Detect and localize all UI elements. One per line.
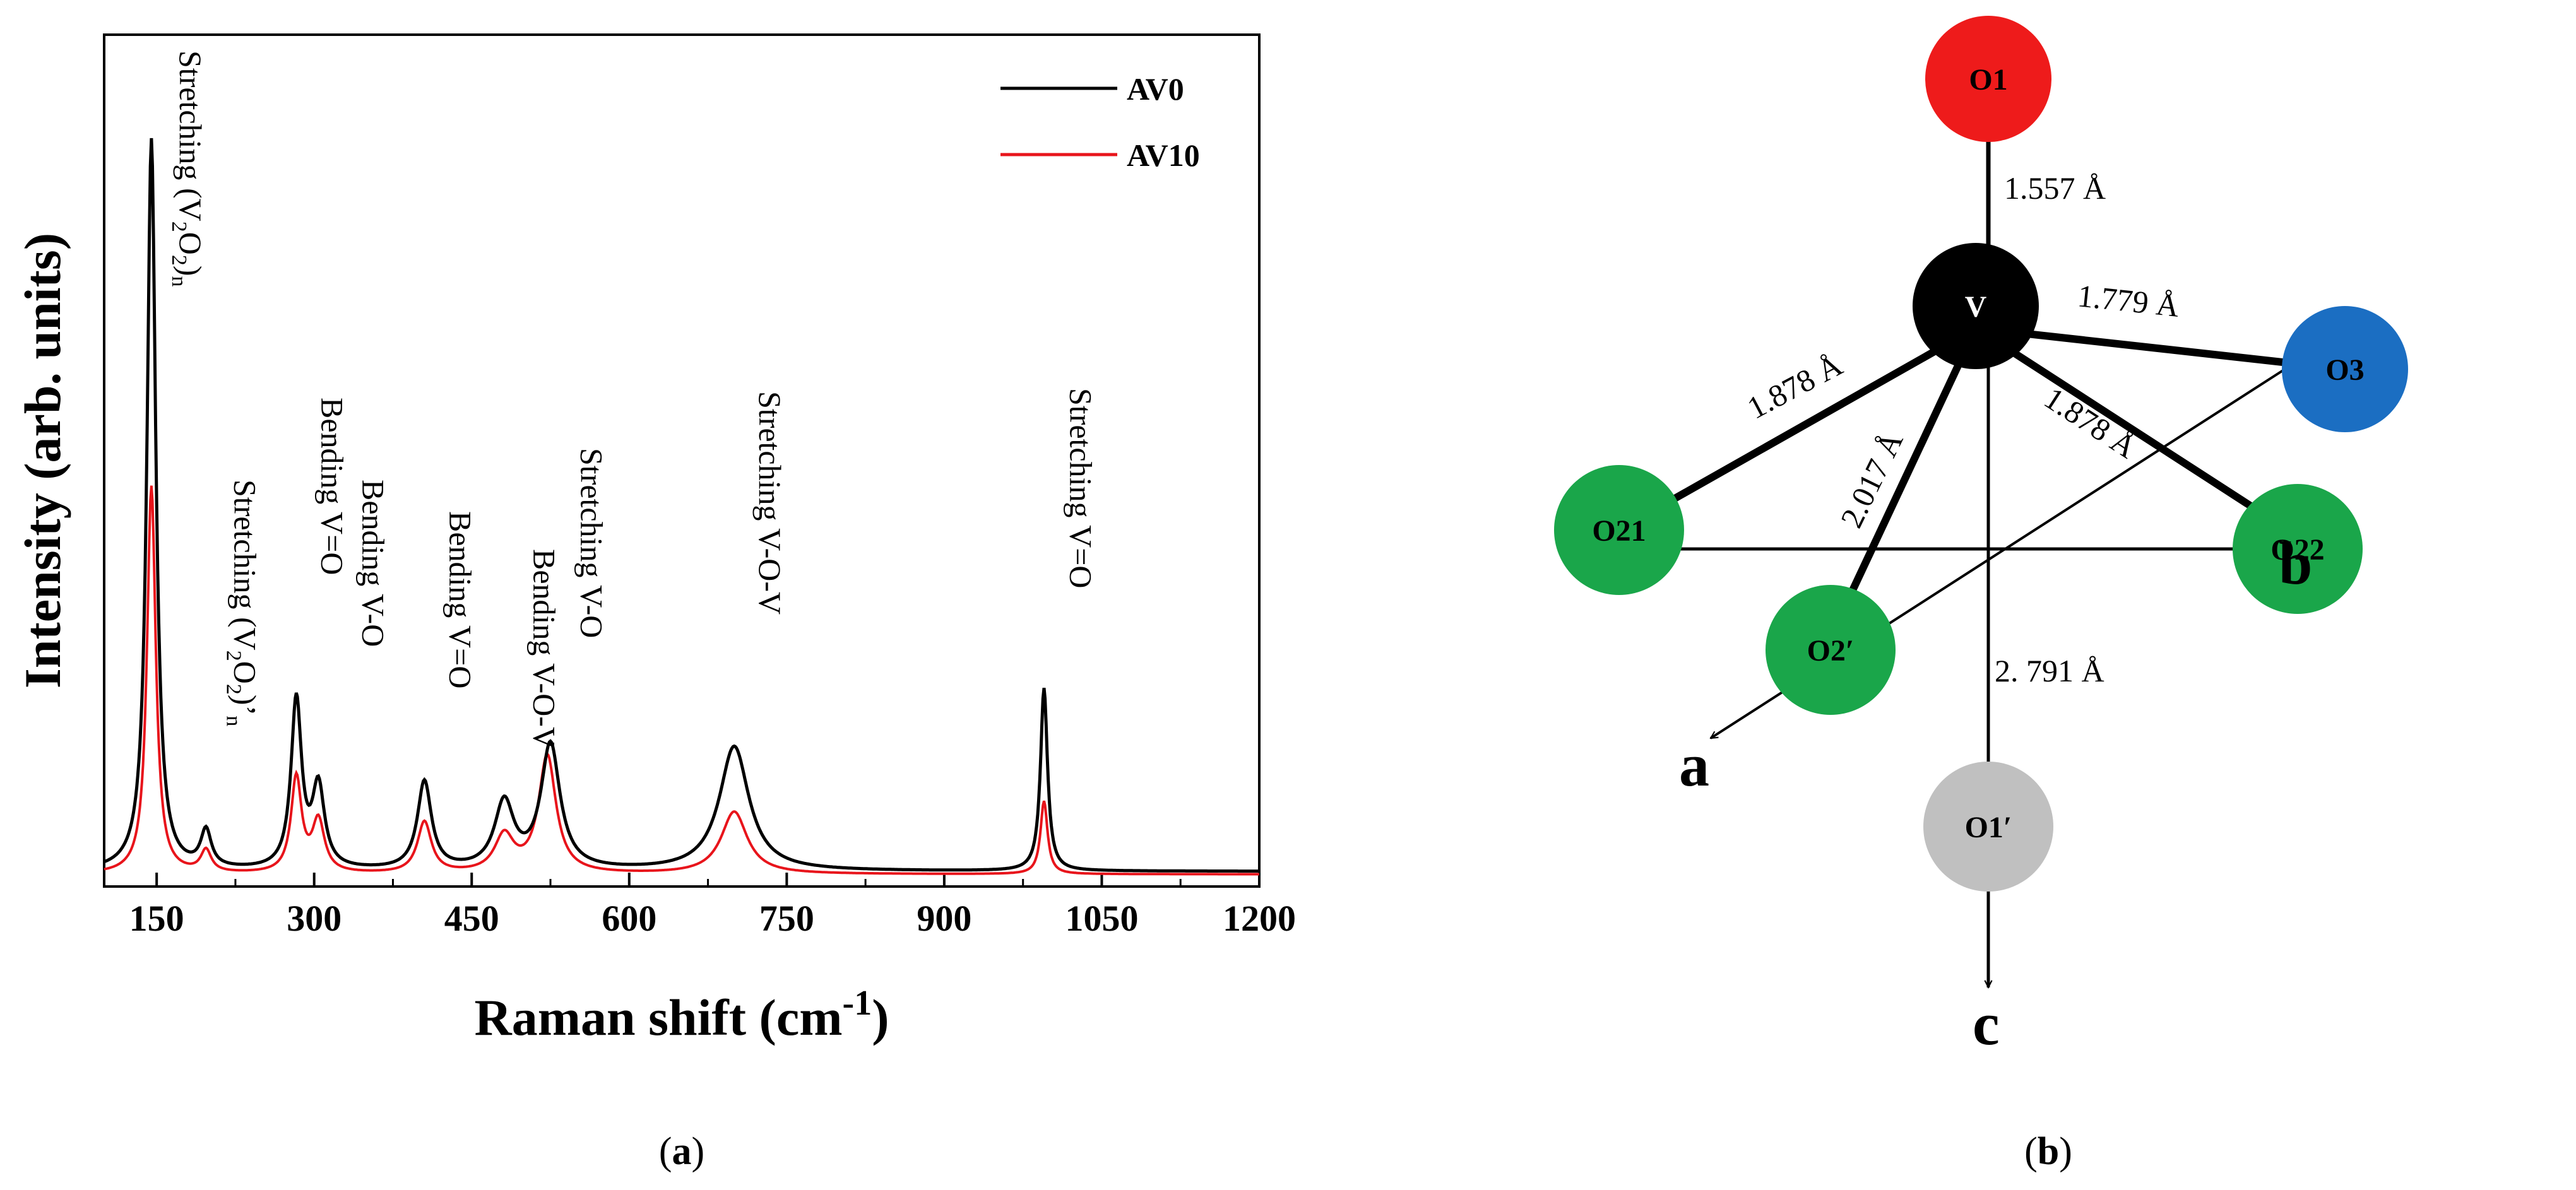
- x-tick-label-1200: 1200: [1223, 898, 1296, 939]
- bond-v-o21: [1617, 324, 1978, 534]
- legend: AV0 AV10: [1000, 71, 1200, 173]
- plot-frame: [103, 33, 1261, 888]
- peak-annotation: Stretching V-O-V: [752, 391, 788, 615]
- panel-label-a: (a): [659, 1130, 704, 1173]
- series-line-av0: [104, 138, 1259, 873]
- atom-o1prime: O1′: [1923, 762, 2053, 892]
- x-axis-tick-labels: 150 300 450 600 750 900 1050 1200: [129, 898, 1296, 939]
- x-tick-label-150: 150: [129, 898, 184, 939]
- x-tick-label-1050: 1050: [1065, 898, 1138, 939]
- bond-v-o2prime: [1827, 326, 1979, 639]
- peak-annotation: Stretching (V2O2)’n: [222, 480, 263, 726]
- x-tick-label-300: 300: [287, 898, 341, 939]
- x-tick-label-750: 750: [759, 898, 814, 939]
- axis-label-c: c: [1973, 990, 2000, 1057]
- structure-diagram: O1 V O3 O21 O22 O2′ O1′ 1.557 Å 1.779 Å: [1554, 16, 2408, 1173]
- atom-v: V: [1913, 243, 2039, 369]
- peak-annotation: Bending V-O-V: [527, 549, 562, 750]
- atom-o22: O22: [2233, 484, 2363, 614]
- axis-label-b: b: [2279, 529, 2312, 597]
- raman-chart: 150 300 450 600 750 900 1050 1200 Stretching (V…: [14, 33, 1296, 1173]
- peak-annotation: Stretching V=O: [1064, 388, 1099, 589]
- peak-annotations: Stretching (V2O2)n Stretching (V2O2)’n Ben…: [167, 50, 1099, 750]
- atom-o3: O3: [2282, 306, 2408, 432]
- peak-annotation: Stretching (V2O2)n: [167, 50, 208, 287]
- svg-text:O1′: O1′: [1965, 811, 2012, 844]
- svg-text:O3: O3: [2325, 353, 2364, 387]
- y-axis-label: Intensity (arb. units): [14, 233, 71, 688]
- panel-label-b: (b): [2024, 1130, 2072, 1173]
- svg-text:O21: O21: [1592, 514, 1646, 548]
- atom-o1: O1: [1925, 16, 2051, 142]
- peak-annotation: Bending V=O: [442, 511, 478, 688]
- legend-label-av0: AV0: [1127, 71, 1184, 107]
- atom-o21: O21: [1554, 465, 1684, 595]
- svg-text:V: V: [1965, 290, 1987, 324]
- x-axis-label: Raman shift (cm-1): [474, 984, 889, 1046]
- series-line-av10: [104, 485, 1259, 876]
- bond-v-o22: [1973, 324, 2300, 540]
- axis-label-a: a: [1679, 731, 1709, 799]
- x-tick-label-450: 450: [444, 898, 499, 939]
- bond-length-v-o1prime: 2. 791 Å: [1995, 653, 2104, 688]
- x-axis-ticks: [155, 873, 1261, 887]
- bond-length-v-o3: 1.779 Å: [2076, 278, 2181, 324]
- peak-annotation: Bending V=O: [314, 398, 350, 575]
- bond-length-v-o2prime: 2.017 Å: [1834, 426, 1910, 533]
- legend-label-av10: AV10: [1127, 138, 1200, 173]
- peak-annotation: Stretching V-O: [574, 448, 609, 638]
- svg-text:O2′: O2′: [1807, 634, 1855, 668]
- svg-text:O1: O1: [1969, 63, 2007, 97]
- peak-annotation: Bending V-O: [355, 480, 391, 647]
- x-tick-label-900: 900: [917, 898, 971, 939]
- atom-o2prime: O2′: [1766, 585, 1896, 715]
- x-tick-label-600: 600: [602, 898, 656, 939]
- bond-length-v-o1: 1.557 Å: [2004, 170, 2106, 206]
- svg-text:O22: O22: [2270, 533, 2324, 567]
